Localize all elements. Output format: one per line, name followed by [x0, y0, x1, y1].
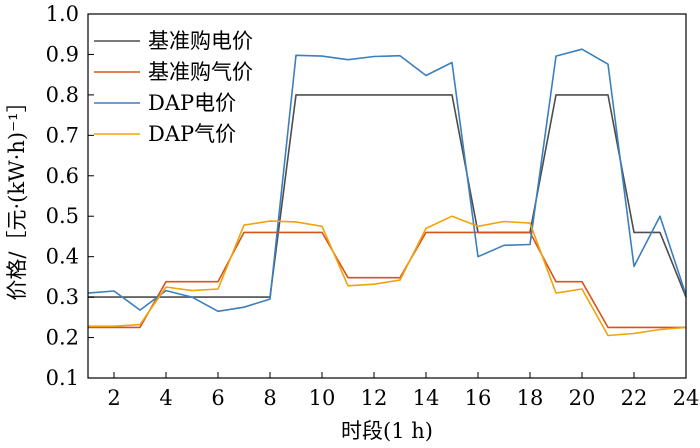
x-tick-label: 10	[309, 386, 336, 410]
series-layer	[87, 48, 687, 337]
y-tick-label: 0.2	[46, 326, 79, 350]
legend-label: 基准购电价	[148, 29, 253, 53]
series-line-2	[88, 231, 686, 329]
y-axis-title: 价格/［元·(kW·h)⁻¹］	[5, 91, 29, 300]
plot-frame	[87, 13, 687, 379]
x-tick-label: 20	[569, 386, 596, 410]
x-tick-label: 6	[211, 386, 224, 410]
y-tick-label: 0.6	[46, 164, 79, 188]
x-axis-title: 时段(1 h)	[341, 419, 433, 443]
series-line-4	[88, 215, 687, 337]
legend-label: 基准购气价	[148, 60, 253, 84]
y-tick-label: 0.9	[46, 42, 79, 66]
y-tick-label: 0.8	[46, 83, 79, 107]
x-tick-label: 14	[413, 386, 440, 410]
x-tick-label: 24	[673, 386, 700, 410]
x-tick-label: 4	[159, 386, 172, 410]
x-tick-label: 16	[465, 386, 492, 410]
y-tick-label: 0.3	[46, 285, 79, 309]
legend-label: DAP电价	[148, 91, 236, 115]
series-line-3	[87, 48, 687, 313]
y-tick-label: 1.0	[46, 2, 79, 26]
y-axis: 0.1 0.2 0.3 0.4 0.5 0.6 0.7 0.8 0.9 1.0	[46, 2, 94, 390]
x-tick-label: 12	[361, 386, 388, 410]
y-tick-label: 0.4	[46, 245, 79, 269]
x-tick-label: 2	[107, 386, 120, 410]
series-line-1	[88, 94, 687, 298]
x-tick-label: 8	[263, 386, 276, 410]
x-axis: 2 4 6 8 10 12 14 16 18 20 22 24	[107, 372, 699, 410]
x-tick-label: 18	[517, 386, 544, 410]
y-tick-label: 0.7	[46, 123, 79, 147]
x-tick-label: 22	[621, 386, 648, 410]
y-tick-label: 0.5	[46, 204, 79, 228]
y-tick-label: 0.1	[46, 366, 79, 390]
legend-label: DAP气价	[148, 122, 236, 146]
